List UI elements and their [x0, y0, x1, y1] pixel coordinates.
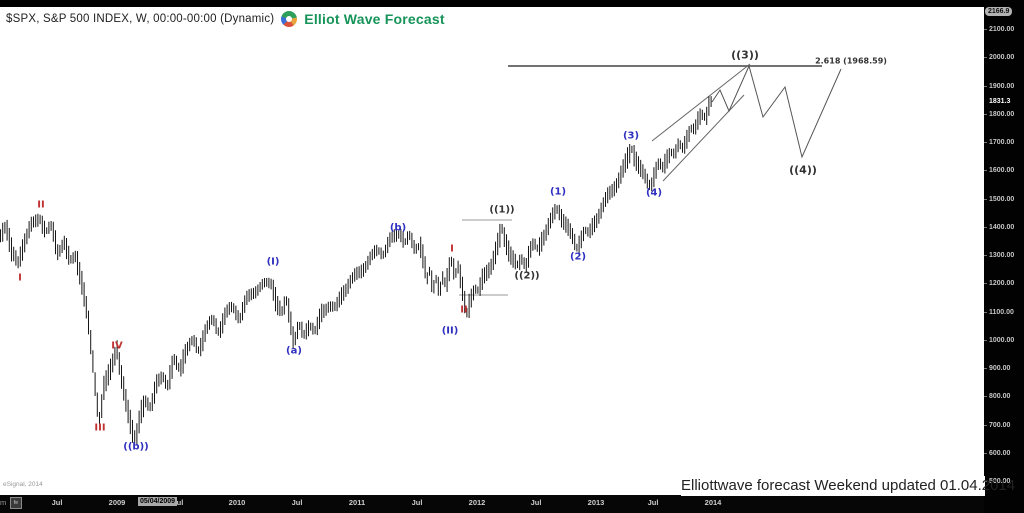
price-tick: 1700.00 — [984, 139, 1015, 146]
forecast-projection-line — [711, 64, 842, 159]
time-tick: 2013 — [587, 498, 605, 507]
chart-header: $SPX, S&P 500 INDEX, W, 00:00-00:00 (Dyn… — [6, 11, 445, 27]
time-tick: 2010 — [228, 498, 246, 507]
selected-date-box: 05/04/2009 — [138, 497, 178, 506]
time-tick: Jul — [51, 498, 63, 507]
channel-lower-line — [662, 94, 745, 182]
brand-name: Elliot Wave Forecast — [304, 11, 445, 27]
channel-upper-line — [651, 63, 751, 142]
price-tick: 1300.00 — [984, 252, 1015, 259]
price-tick: 1600.00 — [984, 167, 1015, 174]
axis-corner-text: m — [0, 498, 7, 507]
price-chart[interactable] — [0, 0, 984, 513]
price-tick: 600.00 — [984, 450, 1011, 457]
time-tick: ul — [176, 498, 184, 507]
price-tick: 1800.00 — [984, 111, 1015, 118]
brand-logo-icon — [281, 11, 298, 27]
price-tick: 1200.00 — [984, 280, 1015, 287]
price-tick: 1100.00 — [984, 309, 1014, 316]
time-tick: Jul — [647, 498, 659, 507]
time-tick: Jul — [530, 498, 542, 507]
price-tick: 700.00 — [984, 422, 1011, 429]
price-tick: 800.00 — [984, 393, 1011, 400]
forecast-note: Elliottwave forecast Weekend updated 01.… — [681, 476, 1016, 496]
time-tick: 2014 — [704, 498, 722, 507]
price-bars — [0, 96, 712, 446]
price-tick: 2000.00 — [984, 54, 1015, 61]
current-price-label: 1831.3 — [989, 98, 1011, 105]
price-tick: 900.00 — [984, 365, 1011, 372]
price-axis[interactable]: 2166.9 1831.3 2100.00 2000.00 1900.00 1800.… — [984, 0, 1024, 513]
chart-canvas[interactable] — [0, 7, 984, 495]
price-tick: 2100.00 — [984, 26, 1015, 33]
time-tick: Jul — [411, 498, 423, 507]
toolbar-icon[interactable]: fe — [10, 497, 22, 509]
price-tick: 1400.00 — [984, 224, 1015, 231]
price-tick: 1500.00 — [984, 196, 1015, 203]
time-axis[interactable]: m fe 05/04/2009 Jul 2009 ul 2010 Jul 2011 Jul 2… — [0, 495, 1024, 513]
time-tick: 2011 — [348, 498, 366, 507]
price-tick: 1900.00 — [984, 83, 1015, 90]
price-axis-top-marker: 2166.9 — [985, 7, 1013, 16]
time-tick: Jul — [291, 498, 303, 507]
time-tick: 2009 — [108, 498, 126, 507]
time-tick: 2012 — [468, 498, 486, 507]
price-tick: 500.00 — [984, 478, 1011, 485]
price-tick: 1000.00 — [984, 337, 1015, 344]
esignal-watermark: eSignal, 2014 — [3, 481, 43, 488]
symbol-title: $SPX, S&P 500 INDEX, W, 00:00-00:00 (Dyn… — [6, 13, 275, 25]
